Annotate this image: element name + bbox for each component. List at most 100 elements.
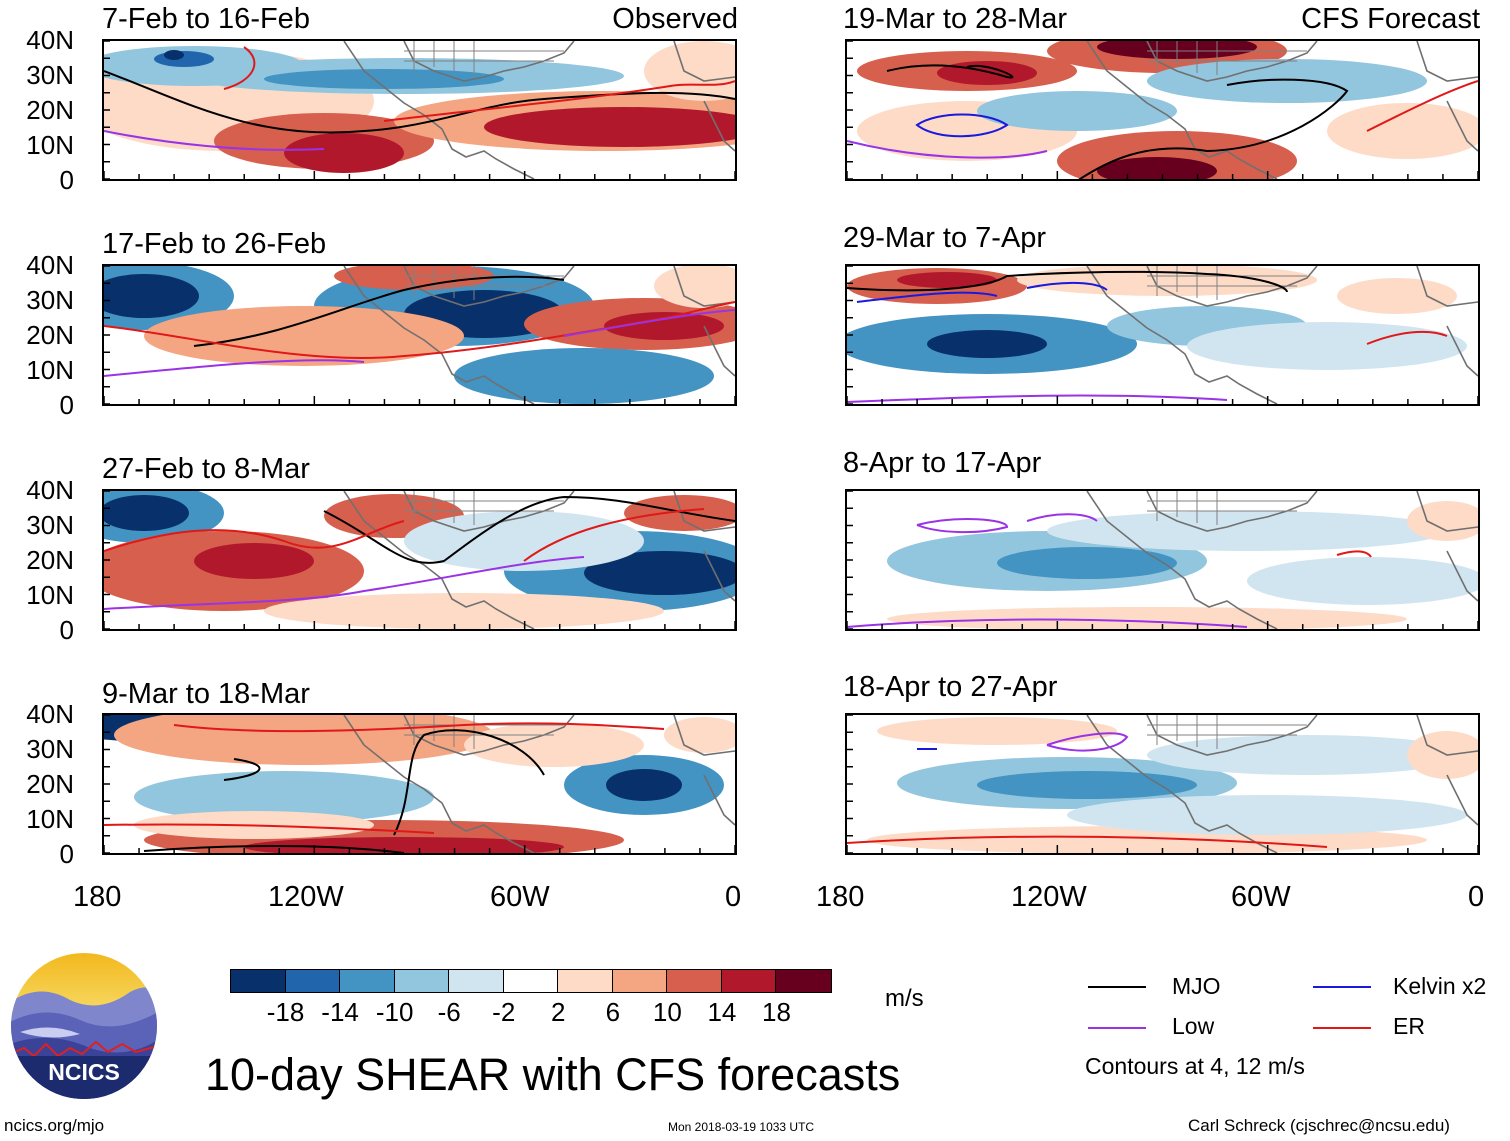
y-tick-label: 20N bbox=[26, 545, 74, 575]
wave-contour bbox=[104, 130, 325, 151]
wave-contour bbox=[223, 758, 261, 781]
wave-contour bbox=[104, 70, 735, 134]
shear-anomaly-region bbox=[1147, 735, 1467, 775]
shear-anomaly-region bbox=[664, 717, 735, 753]
legend-line-low bbox=[1088, 1027, 1146, 1029]
y-tick-label: 40N bbox=[26, 475, 74, 505]
coastline bbox=[343, 41, 735, 179]
y-tick-label: 0 bbox=[59, 615, 74, 645]
x-tick-180-right: 180 bbox=[816, 881, 865, 913]
wave-contour bbox=[393, 729, 545, 836]
colorbar-swatch bbox=[231, 970, 286, 992]
panel-title-obs-4: 9-Mar to 18-Mar bbox=[102, 678, 310, 710]
logo-text: NCICS bbox=[48, 1059, 120, 1085]
wave-contour bbox=[143, 845, 405, 853]
y-tick-label: 20N bbox=[26, 320, 74, 350]
colorbar-tick-label: -14 bbox=[321, 997, 359, 1027]
units-label: m/s bbox=[885, 985, 924, 1012]
shear-anomaly-region bbox=[1147, 59, 1427, 103]
shear-anomaly-region bbox=[464, 723, 644, 767]
state-borders bbox=[404, 266, 564, 300]
legend-er: ER bbox=[1393, 1013, 1425, 1039]
shear-anomaly-region bbox=[1067, 795, 1467, 835]
y-tick-label: 10N bbox=[26, 130, 74, 160]
legend-line-mjo bbox=[1088, 986, 1146, 988]
wave-contour bbox=[1366, 330, 1448, 345]
panel-title-fcst-2: 29-Mar to 7-Apr bbox=[843, 222, 1047, 254]
coastline bbox=[1086, 41, 1478, 179]
wave-contour bbox=[104, 556, 585, 610]
colorbar-swatch bbox=[721, 970, 777, 992]
observed-label: Observed bbox=[612, 3, 738, 35]
shear-anomaly-region bbox=[977, 771, 1197, 799]
y-tick-label: 30N bbox=[26, 285, 74, 315]
state-borders bbox=[1147, 41, 1307, 75]
footer-timestamp: Mon 2018-03-19 1033 UTC bbox=[668, 1120, 815, 1134]
cfs-forecast-label: CFS Forecast bbox=[1301, 3, 1480, 35]
shear-anomaly-region bbox=[134, 771, 434, 823]
footer-url: ncics.org/mjo bbox=[4, 1116, 105, 1135]
wave-contour bbox=[916, 518, 1009, 534]
state-borders bbox=[1147, 715, 1307, 749]
coastline bbox=[1086, 715, 1478, 853]
shear-anomaly-region bbox=[454, 348, 714, 404]
colorbar-swatch bbox=[394, 970, 450, 992]
ncics-logo-graphic: NCICS bbox=[11, 953, 157, 1099]
wave-contour bbox=[847, 270, 1288, 293]
wave-contour bbox=[104, 359, 365, 377]
wave-contour bbox=[323, 495, 735, 564]
map-panel-obs-4 bbox=[102, 713, 737, 855]
map-panel-fcst-4 bbox=[845, 713, 1480, 855]
x-tick-120w-left: 120W bbox=[268, 881, 344, 913]
shear-anomaly-region bbox=[1187, 322, 1467, 370]
colorbar-tick-label: 2 bbox=[551, 997, 566, 1027]
colorbar-tick-label: -18 bbox=[266, 997, 305, 1027]
shear-anomaly-region bbox=[927, 330, 1047, 358]
x-tick-60w-right: 60W bbox=[1231, 881, 1291, 913]
y-tick-label: 0 bbox=[59, 165, 74, 195]
colorbar-tick-label: -6 bbox=[437, 997, 461, 1027]
shear-anomaly-region bbox=[1407, 731, 1478, 779]
shear-anomaly-region bbox=[977, 91, 1177, 131]
state-borders bbox=[1147, 266, 1307, 300]
coastline bbox=[1086, 266, 1478, 404]
shear-anomaly-region bbox=[1097, 157, 1217, 179]
shear-anomaly-region bbox=[897, 272, 997, 288]
y-tick-label: 30N bbox=[26, 510, 74, 540]
panel-title-fcst-1: 19-Mar to 28-Mar bbox=[843, 3, 1068, 35]
shear-anomaly-region bbox=[604, 312, 724, 340]
wave-contour bbox=[847, 140, 1048, 159]
shear-anomaly-region bbox=[606, 769, 682, 801]
shear-anomaly-region bbox=[264, 593, 664, 629]
colorbar-tick-label: 6 bbox=[605, 997, 621, 1027]
shear-anomaly-region bbox=[104, 495, 189, 531]
main-title: 10-day SHEAR with CFS forecasts bbox=[205, 1049, 901, 1100]
map-panel-fcst-3 bbox=[845, 489, 1480, 631]
coastline bbox=[343, 491, 735, 629]
wave-contour bbox=[856, 291, 998, 303]
colorbar-tick-label: -2 bbox=[492, 997, 516, 1027]
shear-anomaly-region bbox=[1327, 103, 1478, 159]
wave-contour bbox=[847, 394, 1228, 403]
x-tick-60w-left: 60W bbox=[490, 881, 550, 913]
shear-anomaly-region bbox=[1247, 557, 1478, 605]
shear-anomaly-region bbox=[154, 51, 214, 67]
wave-contour bbox=[523, 508, 705, 562]
y-tick-label: 10N bbox=[26, 804, 74, 834]
shear-anomaly-region bbox=[937, 61, 1037, 85]
wave-contour bbox=[1046, 732, 1129, 752]
y-tick-label: 40N bbox=[26, 25, 74, 55]
colorbar-swatch bbox=[558, 970, 613, 992]
shear-anomaly-region bbox=[104, 274, 199, 318]
coastline bbox=[1086, 491, 1478, 629]
y-tick-label: 0 bbox=[59, 839, 74, 869]
colorbar-swatch bbox=[285, 970, 341, 992]
map-panel-obs-2 bbox=[102, 264, 737, 406]
shear-anomaly-region bbox=[1047, 511, 1447, 551]
shear-anomaly-region bbox=[624, 495, 735, 531]
panel-title-obs-2: 17-Feb to 26-Feb bbox=[102, 228, 327, 260]
legend-kelvin: Kelvin x2 bbox=[1393, 973, 1487, 999]
ncics-logo: NCICS bbox=[10, 952, 158, 1100]
shear-anomaly-region bbox=[244, 837, 564, 853]
shear-anomaly-region bbox=[164, 50, 184, 60]
